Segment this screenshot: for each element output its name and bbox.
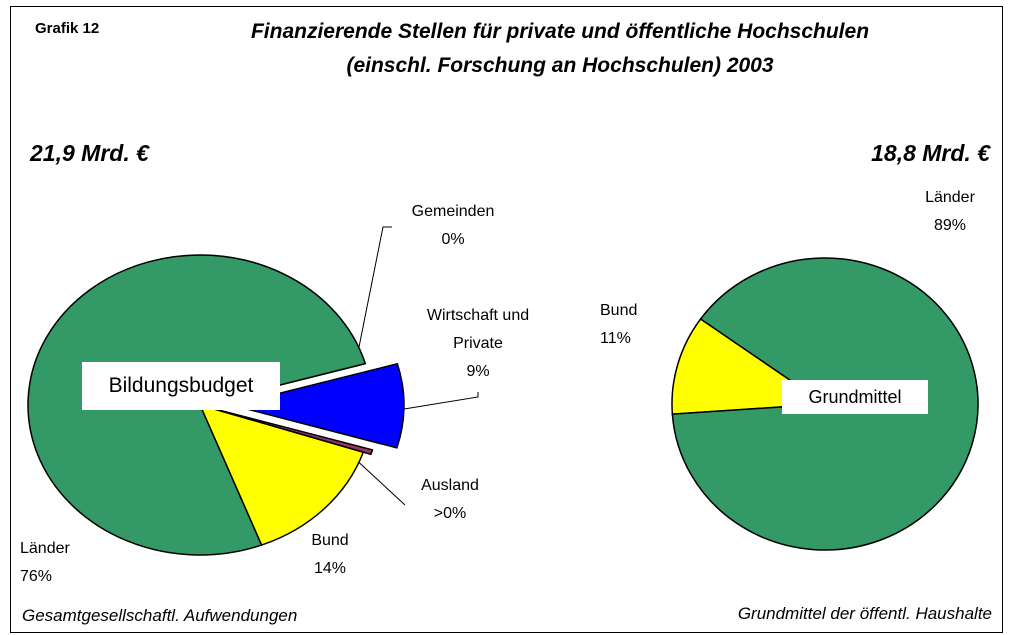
- total: 18,8 Mrd. €: [871, 140, 990, 166]
- slice-name: Ausland: [421, 477, 479, 494]
- slice-value: 0%: [441, 231, 465, 248]
- total: 21,9 Mrd. €: [30, 140, 149, 166]
- slice-value: 14%: [313, 560, 347, 577]
- leader-line: [351, 455, 406, 506]
- frame: [10, 6, 1003, 633]
- slice-label: Bund 11%: [600, 297, 680, 353]
- slice-name: Wirtschaft und Private: [426, 307, 530, 352]
- slice-label: Bund 14%: [285, 527, 375, 583]
- slice-value: 89%: [933, 217, 967, 234]
- title: Finanzierende Stellen für private und öf…: [250, 20, 870, 43]
- slice-name: Bund: [600, 302, 638, 319]
- slice-label: Länder 76%: [20, 535, 100, 591]
- slice-value: 11%: [600, 330, 631, 347]
- slice-value: 76%: [20, 568, 53, 585]
- slice-value: 9%: [466, 363, 490, 380]
- leader-line: [397, 392, 479, 411]
- pie-slice: [231, 362, 405, 449]
- slice-label: Wirtschaft und Private 9%: [400, 302, 556, 386]
- slice-name: Gemeinden: [411, 203, 495, 220]
- slice-label: Länder 89%: [910, 184, 990, 240]
- slice-label: Ausland >0%: [395, 472, 505, 528]
- leader-line: [355, 226, 392, 363]
- slice-name: Bund: [311, 532, 349, 549]
- slice-name: Länder: [925, 189, 975, 206]
- pie-slice: [198, 403, 365, 546]
- caption: Gesamtgesellschaftl. Aufwendungen: [22, 606, 298, 625]
- slice-value: >0%: [433, 505, 467, 522]
- center-label: Grundmittel: [782, 380, 928, 414]
- slice-label: Gemeinden 0%: [398, 198, 508, 254]
- title: (einschl. Forschung an Hochschulen) 2003: [346, 54, 774, 77]
- caption: Grundmittel der öffentl. Haushalte: [737, 604, 992, 623]
- figure-label: Grafik 12: [35, 20, 100, 37]
- center-label: Bildungsbudget: [82, 362, 280, 410]
- slice-name: Länder: [20, 540, 70, 557]
